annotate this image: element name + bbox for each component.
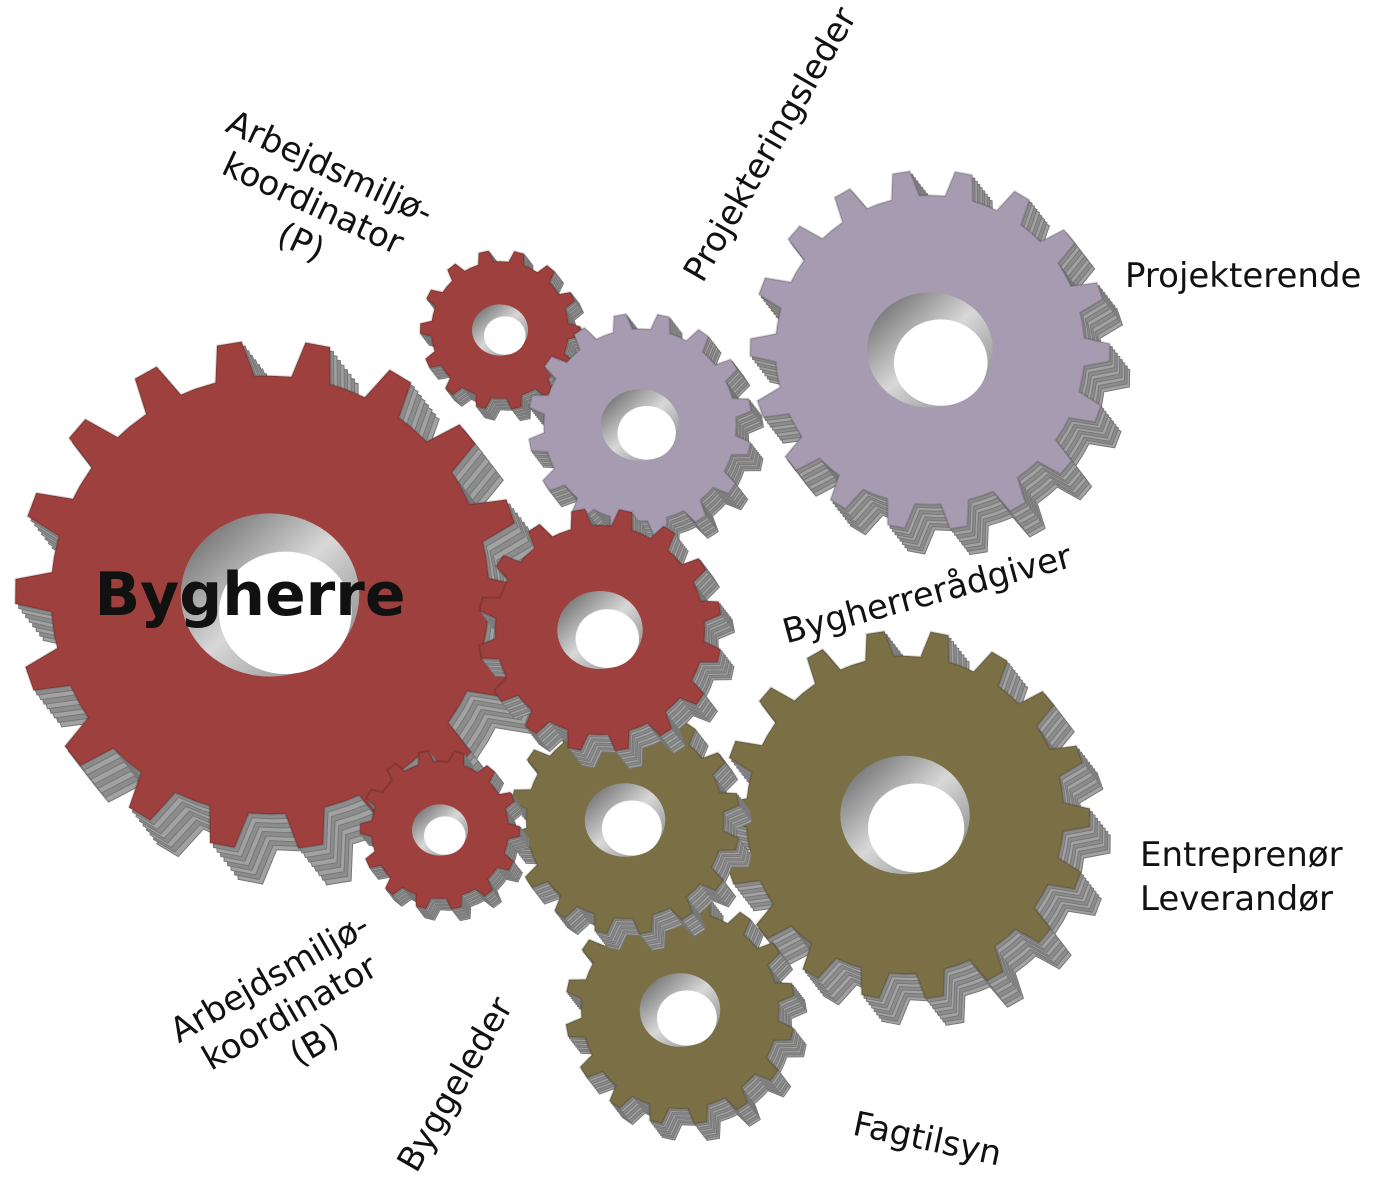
gear-hole-inner — [602, 800, 662, 855]
node-label: Bygherrerådgiver — [778, 537, 1076, 653]
gear-diagram: Bygherre Arbejdsmiljø- koordinator (P) P… — [0, 0, 1384, 1182]
node-label: Arbejdsmiljø- koordinator (P) — [186, 102, 449, 310]
label-line: Bygherre — [94, 560, 405, 630]
gear-hole-inner — [894, 319, 988, 405]
node-label: Arbejdsmiljø- koordinator (B) — [163, 900, 426, 1121]
gear-hole-inner — [576, 609, 639, 668]
label-line: Bygherrerådgiver — [778, 537, 1076, 653]
label-line: Projekterende — [1125, 256, 1361, 296]
label-line: Byggeleder — [390, 990, 522, 1178]
label-line: Fagtilsyn — [850, 1104, 1005, 1174]
gear-hole-inner — [484, 316, 526, 354]
gear-hole-inner — [424, 816, 466, 854]
label-line: Leverandør — [1140, 879, 1333, 919]
node-label: Fagtilsyn — [850, 1104, 1005, 1174]
label-line: Entreprenør — [1140, 835, 1343, 875]
gears — [15, 171, 1130, 1140]
node-label: Entreprenør Leverandør — [1140, 835, 1353, 919]
gear-hole-inner — [618, 406, 676, 460]
node-label: Byggeleder — [390, 990, 522, 1178]
node-label: Bygherre — [94, 560, 405, 630]
gear-hole-inner — [868, 784, 964, 873]
node-label: Projekterende — [1125, 256, 1361, 296]
gear-hole-inner — [657, 990, 717, 1045]
